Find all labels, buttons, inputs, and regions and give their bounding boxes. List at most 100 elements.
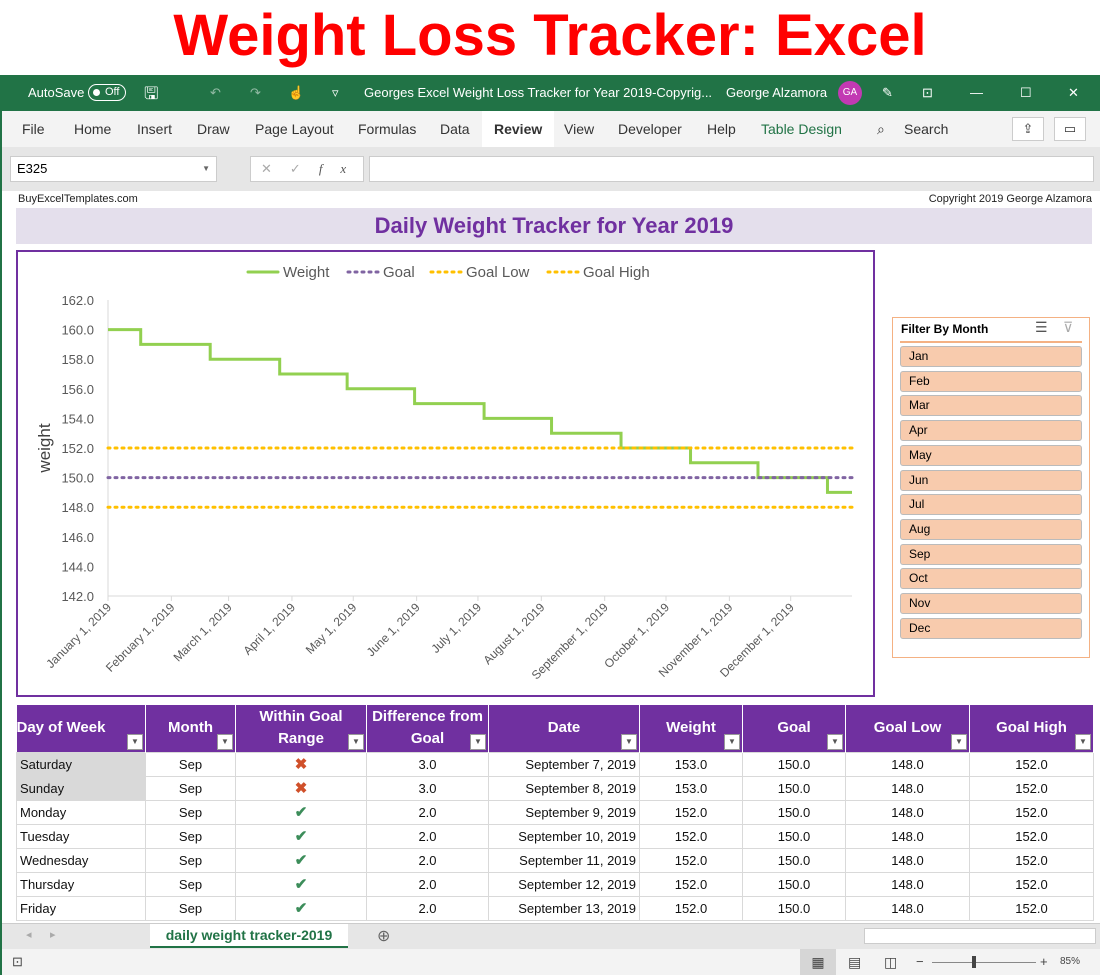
add-sheet-icon[interactable]: ⊕ [377, 928, 391, 945]
table-cell[interactable]: 152.0 [969, 895, 1094, 921]
slicer-item-jul[interactable]: Jul [900, 494, 1082, 516]
ribbon-display-icon[interactable]: ⊡ [922, 85, 933, 100]
search-box[interactable]: Search [904, 121, 949, 137]
autosave-toggle[interactable]: Off [88, 84, 127, 101]
table-cell[interactable]: 148.0 [845, 895, 970, 921]
slicer-item-aug[interactable]: Aug [900, 518, 1082, 540]
slicer-item-dec[interactable]: Dec [900, 617, 1082, 639]
tab-file[interactable]: File [22, 121, 45, 137]
table-cell[interactable]: 150.0 [742, 751, 846, 777]
check-icon[interactable]: ✔ [235, 871, 367, 897]
table-cell[interactable]: Tuesday [16, 823, 146, 849]
table-cell[interactable]: 150.0 [742, 799, 846, 825]
slicer-item-jun[interactable]: Jun [900, 469, 1082, 491]
macro-record-icon[interactable]: ⊡ [12, 954, 23, 969]
table-cell[interactable]: 150.0 [742, 823, 846, 849]
table-cell[interactable]: 152.0 [969, 799, 1094, 825]
table-cell[interactable]: 2.0 [366, 847, 489, 873]
table-cell[interactable]: Monday [16, 799, 146, 825]
table-cell[interactable]: 148.0 [845, 847, 970, 873]
enter-icon[interactable]: ✓ [289, 161, 319, 176]
filter-dropdown-icon[interactable]: ▼ [127, 733, 143, 750]
touch-mode-icon[interactable]: ☝ [288, 85, 305, 100]
table-cell[interactable]: 152.0 [639, 871, 743, 897]
zoom-level[interactable]: 85% [1060, 956, 1081, 967]
name-box[interactable]: E325 ▼ [10, 156, 217, 182]
prev-sheet-icon[interactable]: ◂ [26, 929, 32, 941]
avatar[interactable]: GA [838, 81, 862, 105]
table-cell[interactable]: September 11, 2019 [488, 847, 640, 873]
filter-dropdown-icon[interactable]: ▼ [217, 733, 233, 750]
table-cell[interactable]: 148.0 [845, 823, 970, 849]
table-cell[interactable]: 152.0 [969, 775, 1094, 801]
undo-icon[interactable]: ↶ [210, 85, 221, 100]
table-cell[interactable]: 148.0 [845, 871, 970, 897]
table-cell[interactable]: Sep [145, 799, 236, 825]
share-button[interactable]: ⇪ [1012, 117, 1044, 141]
close-icon[interactable]: ✕ [1068, 85, 1079, 100]
cross-icon[interactable]: ✖ [235, 751, 367, 777]
filter-dropdown-icon[interactable]: ▼ [951, 733, 967, 750]
table-cell[interactable]: September 7, 2019 [488, 751, 640, 777]
table-cell[interactable]: Sep [145, 751, 236, 777]
weight-chart[interactable]: 162.0 160.0 158.0 156.0 154.0 152.0 150.0 148.0… [16, 250, 875, 697]
table-cell[interactable]: 152.0 [639, 799, 743, 825]
filter-dropdown-icon[interactable]: ▼ [621, 733, 637, 750]
slicer-item-sep[interactable]: Sep [900, 543, 1082, 565]
filter-dropdown-icon[interactable]: ▼ [827, 733, 843, 750]
table-cell[interactable]: 150.0 [742, 871, 846, 897]
tab-data[interactable]: Data [440, 121, 470, 137]
zoom-in-icon[interactable]: + [1040, 954, 1048, 969]
minimize-icon[interactable]: — [970, 85, 983, 100]
table-cell[interactable]: 150.0 [742, 895, 846, 921]
check-icon[interactable]: ✔ [235, 823, 367, 849]
table-cell[interactable]: Sep [145, 895, 236, 921]
table-cell[interactable]: September 13, 2019 [488, 895, 640, 921]
table-cell[interactable]: 152.0 [969, 871, 1094, 897]
zoom-slider-thumb[interactable] [972, 956, 976, 968]
table-cell[interactable]: 152.0 [969, 751, 1094, 777]
clear-filter-icon[interactable]: ⊽ [1063, 319, 1074, 335]
table-cell[interactable]: Sep [145, 823, 236, 849]
table-cell[interactable]: 152.0 [639, 823, 743, 849]
slicer-item-nov[interactable]: Nov [900, 593, 1082, 614]
table-cell[interactable]: 152.0 [639, 895, 743, 921]
zoom-slider[interactable] [932, 962, 1036, 963]
tab-help[interactable]: Help [707, 121, 736, 137]
table-cell[interactable]: 152.0 [969, 847, 1094, 873]
slicer-item-oct[interactable]: Oct [900, 568, 1082, 590]
function-icon[interactable]: fx [318, 161, 365, 176]
next-sheet-icon[interactable]: ▸ [50, 929, 56, 941]
filter-dropdown-icon[interactable]: ▼ [1075, 733, 1091, 750]
tab-draw[interactable]: Draw [197, 121, 230, 137]
table-cell[interactable]: Sep [145, 871, 236, 897]
filter-dropdown-icon[interactable]: ▼ [724, 733, 740, 750]
tab-formulas[interactable]: Formulas [358, 121, 417, 137]
redo-icon[interactable]: ↷ [250, 85, 261, 100]
save-icon[interactable]: 🖫 [144, 84, 159, 103]
slicer-item-feb[interactable]: Feb [900, 370, 1082, 392]
filter-dropdown-icon[interactable]: ▼ [470, 733, 486, 750]
table-cell[interactable]: September 9, 2019 [488, 799, 640, 825]
table-cell[interactable]: September 12, 2019 [488, 871, 640, 897]
tab-page-layout[interactable]: Page Layout [255, 121, 334, 137]
page-break-view-icon[interactable]: ◫ [884, 954, 898, 970]
table-cell[interactable]: 152.0 [639, 847, 743, 873]
page-layout-view-icon[interactable]: ▤ [848, 954, 862, 970]
zoom-out-icon[interactable]: − [916, 954, 924, 969]
table-cell[interactable]: Wednesday [16, 847, 146, 873]
slicer-item-may[interactable]: May [900, 444, 1082, 466]
customize-toolbar-icon[interactable]: ▿ [332, 85, 339, 100]
multi-select-icon[interactable]: ☰ [1035, 319, 1048, 335]
table-cell[interactable]: 2.0 [366, 799, 489, 825]
check-icon[interactable]: ✔ [235, 847, 367, 873]
normal-view-icon[interactable]: ▦ [800, 949, 836, 975]
search-icon[interactable]: ⌕ [877, 121, 885, 137]
table-cell[interactable]: Saturday [16, 751, 146, 777]
table-cell[interactable]: Thursday [16, 871, 146, 897]
table-cell[interactable]: 2.0 [366, 871, 489, 897]
table-cell[interactable]: 3.0 [366, 751, 489, 777]
table-cell[interactable]: 150.0 [742, 847, 846, 873]
tab-insert[interactable]: Insert [137, 121, 173, 137]
table-cell[interactable]: September 10, 2019 [488, 823, 640, 849]
